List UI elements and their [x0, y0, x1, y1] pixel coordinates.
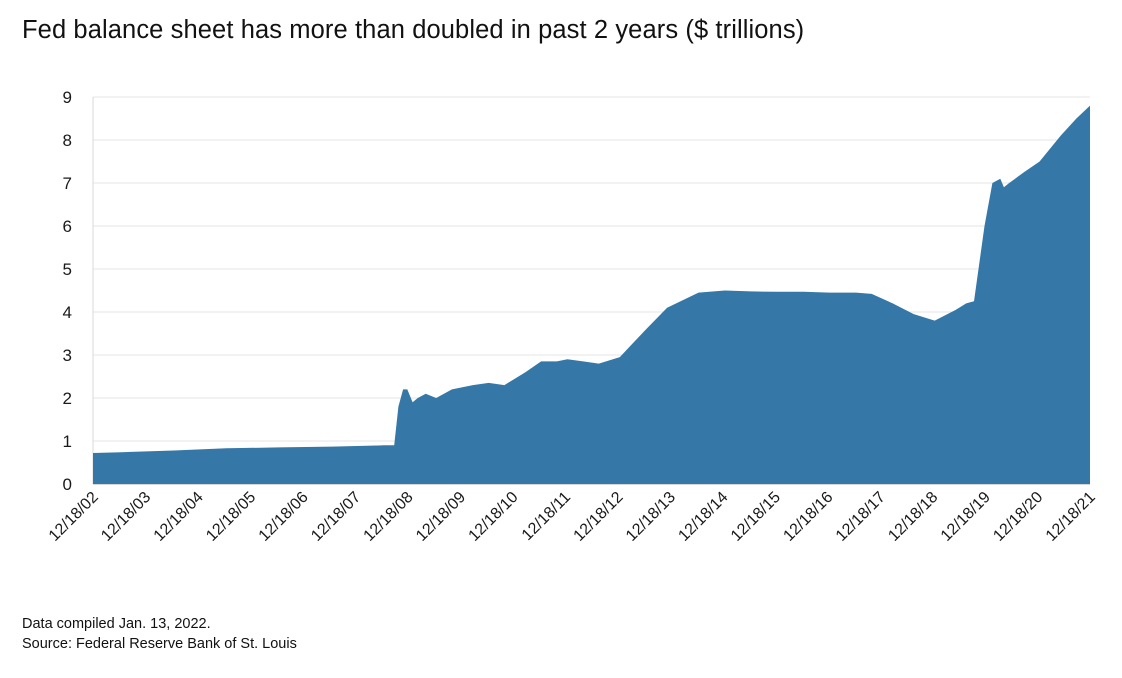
- x-tick-label: 12/18/13: [623, 489, 679, 545]
- y-tick-label: 7: [63, 174, 72, 193]
- data-compiled-note: Data compiled Jan. 13, 2022.: [22, 616, 211, 632]
- y-tick-label: 4: [63, 303, 72, 322]
- chart-title: Fed balance sheet has more than doubled …: [22, 16, 805, 44]
- y-tick-label: 1: [63, 432, 72, 451]
- x-tick-label: 12/18/14: [675, 489, 731, 545]
- x-tick-label: 12/18/16: [780, 489, 836, 545]
- x-tick-label: 12/18/05: [203, 489, 259, 545]
- source-note: Source: Federal Reserve Bank of St. Loui…: [22, 636, 297, 652]
- x-tick-label: 12/18/18: [885, 489, 941, 545]
- x-tick-label: 12/18/11: [519, 489, 574, 544]
- x-tick-label: 12/18/20: [990, 489, 1046, 545]
- x-tick-label: 12/18/07: [308, 489, 364, 545]
- y-tick-label: 0: [63, 475, 72, 494]
- balance-sheet-area: [93, 105, 1090, 484]
- x-tick-label: 12/18/03: [98, 489, 154, 545]
- y-tick-label: 8: [63, 131, 72, 150]
- y-axis-ticks: 0 1 2 3 4 5 6 7 8 9: [63, 88, 72, 494]
- x-tick-label: 12/18/19: [938, 489, 994, 545]
- x-axis-ticks: 12/18/0212/18/0312/18/0412/18/0512/18/06…: [46, 489, 1099, 545]
- x-tick-label: 12/18/08: [361, 489, 417, 545]
- y-tick-label: 2: [63, 389, 72, 408]
- x-tick-label: 12/18/02: [46, 489, 102, 545]
- x-tick-label: 12/18/06: [256, 489, 312, 545]
- y-tick-label: 6: [63, 217, 72, 236]
- x-tick-label: 12/18/12: [571, 489, 627, 545]
- x-tick-label: 12/18/09: [413, 489, 469, 545]
- y-tick-label: 9: [63, 88, 72, 107]
- x-tick-label: 12/18/17: [833, 489, 889, 545]
- x-tick-label: 12/18/10: [466, 489, 522, 545]
- chart-notes: Data compiled Jan. 13, 2022. Source: Fed…: [22, 614, 297, 654]
- y-tick-label: 3: [63, 346, 72, 365]
- x-tick-label: 12/18/04: [151, 489, 207, 545]
- x-tick-label: 12/18/15: [728, 489, 784, 545]
- y-tick-label: 5: [63, 260, 72, 279]
- x-tick-label: 12/18/21: [1043, 489, 1099, 545]
